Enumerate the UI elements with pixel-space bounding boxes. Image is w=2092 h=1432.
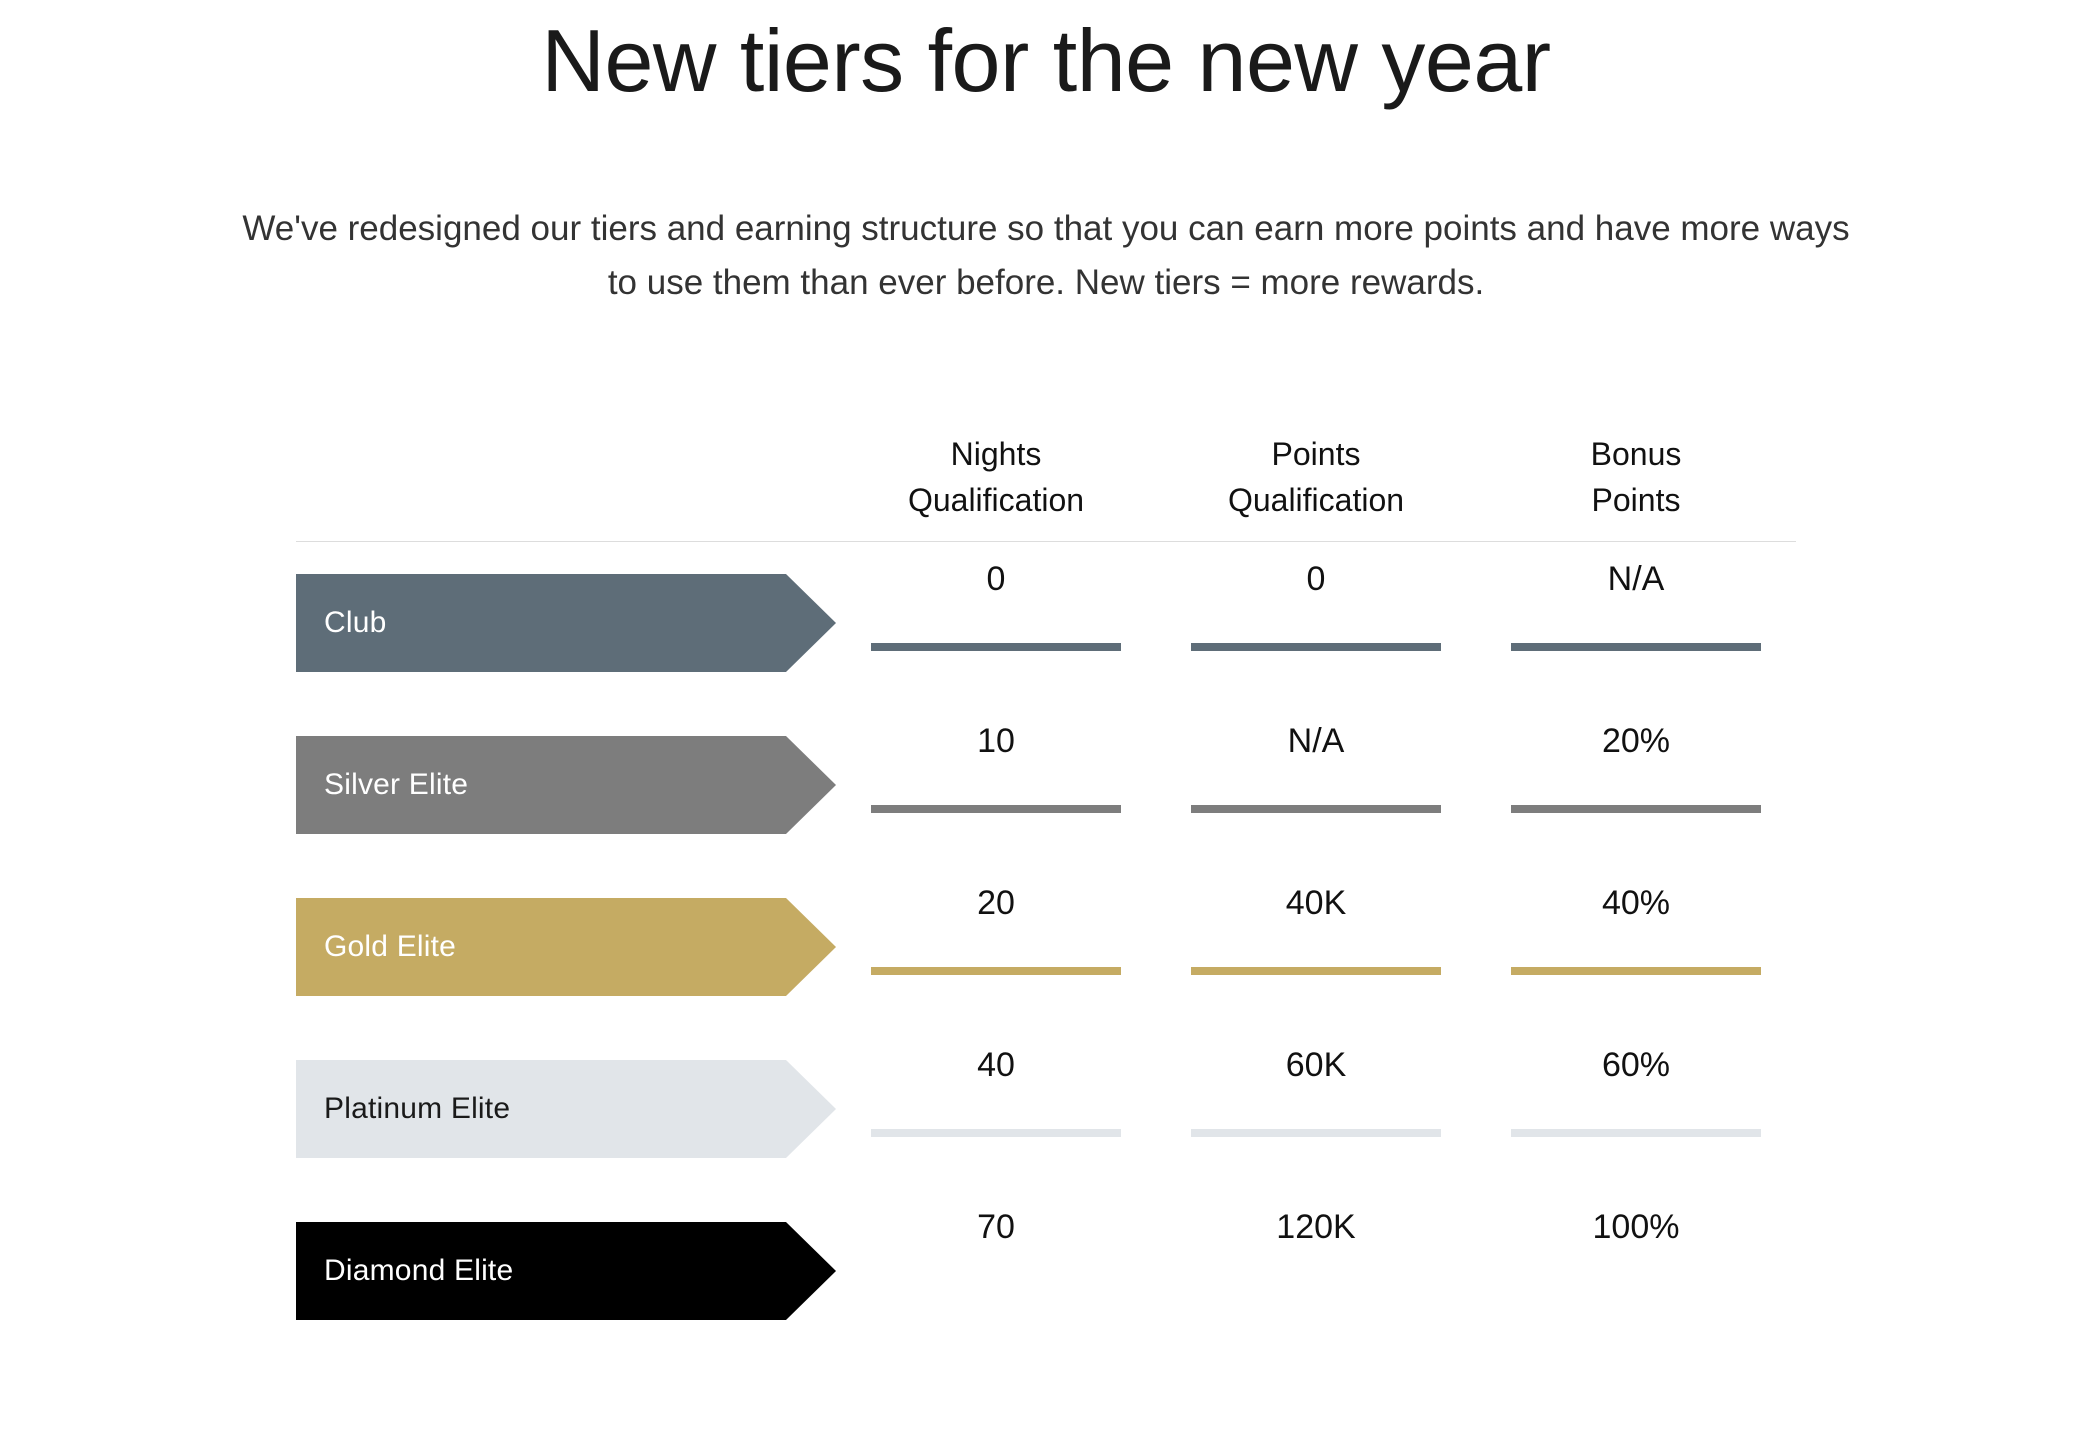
tier-name-label: Club: [324, 606, 387, 640]
col-head-line1: Bonus: [1591, 436, 1682, 472]
chevron-right-icon: [786, 736, 836, 834]
tier-arrow: Gold Elite: [296, 898, 836, 996]
tier-value-cell: 40K: [1156, 866, 1476, 1028]
col-head-nights: Nights Qualification: [836, 431, 1156, 524]
chevron-right-icon: [786, 574, 836, 672]
tier-value-cell: 120K: [1156, 1190, 1476, 1352]
tier-value: 20: [977, 884, 1015, 923]
page-title: New tiers for the new year: [140, 0, 1952, 202]
tier-value: N/A: [1608, 560, 1665, 599]
col-head-line1: Points: [1272, 436, 1361, 472]
tier-value-cell: 40: [836, 1028, 1156, 1190]
tier-name-label: Platinum Elite: [324, 1092, 510, 1126]
tier-value-cell: N/A: [1476, 542, 1796, 704]
tier-underline: [1511, 643, 1761, 651]
col-head-points: Points Qualification: [1156, 431, 1476, 524]
tier-underline: [871, 1129, 1121, 1137]
tier-underline: [1191, 1129, 1441, 1137]
tier-arrow: Silver Elite: [296, 736, 836, 834]
tier-value: 40%: [1602, 884, 1670, 923]
tier-name-label: Gold Elite: [324, 930, 456, 964]
page-container: New tiers for the new year We've redesig…: [0, 0, 2092, 1432]
tier-value-cell: 40%: [1476, 866, 1796, 1028]
tier-value-cell: 0: [836, 542, 1156, 704]
tier-value: 60%: [1602, 1046, 1670, 1085]
tier-row: Diamond Elite 70 120K 100%: [296, 1190, 1796, 1352]
tier-value: 0: [987, 560, 1006, 599]
tier-value-cell: 70: [836, 1190, 1156, 1352]
tier-underline: [1511, 805, 1761, 813]
tier-value: 0: [1307, 560, 1326, 599]
tiers-table: Nights Qualification Points Qualificatio…: [296, 431, 1796, 1353]
tier-value: 20%: [1602, 722, 1670, 761]
tier-value-cell: 20: [836, 866, 1156, 1028]
col-head-bonus: Bonus Points: [1476, 431, 1796, 524]
tier-underline: [1511, 1129, 1761, 1137]
tier-value: 60K: [1286, 1046, 1347, 1085]
tier-value: 70: [977, 1208, 1015, 1247]
tier-row: Gold Elite 20 40K 40%: [296, 866, 1796, 1028]
col-head-line2: Points: [1592, 482, 1681, 518]
chevron-right-icon: [786, 898, 836, 996]
tier-arrow: Platinum Elite: [296, 1060, 836, 1158]
col-head-line2: Qualification: [1228, 482, 1404, 518]
tier-underline: [1511, 967, 1761, 975]
tier-value-cell: 60%: [1476, 1028, 1796, 1190]
tier-underline: [871, 805, 1121, 813]
tier-underline: [1191, 967, 1441, 975]
col-head-line1: Nights: [951, 436, 1042, 472]
tier-underline: [1191, 643, 1441, 651]
tier-row: Platinum Elite 40 60K 60%: [296, 1028, 1796, 1190]
table-body: Club 0 0 N/A Silver Elite 10 N/A 20% Gold Elite 2…: [296, 542, 1796, 1352]
tier-value-cell: 100%: [1476, 1190, 1796, 1352]
tier-value: 10: [977, 722, 1015, 761]
tier-value: N/A: [1288, 722, 1345, 761]
chevron-right-icon: [786, 1060, 836, 1158]
tier-value-cell: 0: [1156, 542, 1476, 704]
tier-name-label: Diamond Elite: [324, 1254, 513, 1288]
tier-value-cell: 10: [836, 704, 1156, 866]
page-subtitle: We've redesigned our tiers and earning s…: [226, 202, 1866, 311]
tier-name-label: Silver Elite: [324, 768, 468, 802]
tier-underline: [1191, 805, 1441, 813]
tier-underline: [871, 967, 1121, 975]
tier-value: 40K: [1286, 884, 1347, 923]
tier-arrow: Diamond Elite: [296, 1222, 836, 1320]
tier-arrow: Club: [296, 574, 836, 672]
tier-value: 40: [977, 1046, 1015, 1085]
tier-value-cell: 60K: [1156, 1028, 1476, 1190]
tier-value: 100%: [1593, 1208, 1680, 1247]
col-head-line2: Qualification: [908, 482, 1084, 518]
tier-underline: [871, 643, 1121, 651]
table-header-row: Nights Qualification Points Qualificatio…: [296, 431, 1796, 543]
tier-value: 120K: [1276, 1208, 1355, 1247]
chevron-right-icon: [786, 1222, 836, 1320]
tier-row: Silver Elite 10 N/A 20%: [296, 704, 1796, 866]
tier-row: Club 0 0 N/A: [296, 542, 1796, 704]
tier-value-cell: N/A: [1156, 704, 1476, 866]
tier-value-cell: 20%: [1476, 704, 1796, 866]
